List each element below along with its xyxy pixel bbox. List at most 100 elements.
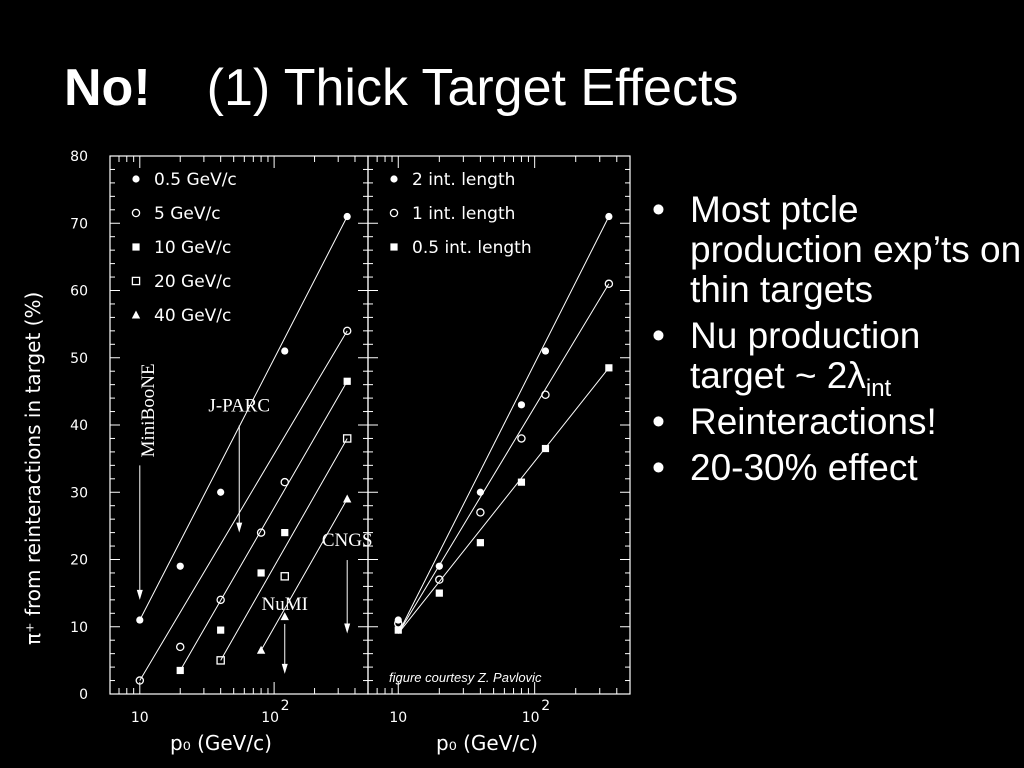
legend-marker bbox=[131, 310, 141, 319]
data-point bbox=[135, 676, 145, 685]
y-tick-label: 0 bbox=[79, 687, 88, 703]
data-point bbox=[257, 569, 265, 577]
data-point bbox=[281, 529, 289, 537]
legend-marker bbox=[132, 243, 140, 251]
figure-credit: figure courtesy Z. Pavlovic bbox=[389, 670, 542, 685]
left-panel-xlabel: p₀ (GeV/c) bbox=[170, 731, 272, 755]
data-point bbox=[256, 645, 266, 654]
right-panel-xlabel: p₀ (GeV/c) bbox=[436, 731, 538, 755]
data-point bbox=[280, 612, 289, 621]
bullet-text: 20-30% effect bbox=[690, 447, 918, 488]
data-point bbox=[476, 539, 484, 547]
data-point bbox=[435, 562, 443, 570]
title-emphasis: No! bbox=[64, 59, 151, 117]
fit-line bbox=[397, 216, 610, 634]
fit-line bbox=[179, 381, 348, 671]
y-tick-label: 40 bbox=[70, 418, 88, 434]
legend-label: 10 GeV/c bbox=[154, 238, 231, 258]
bullet-text: Nu production target ~ 2λ bbox=[690, 315, 921, 396]
data-point bbox=[176, 562, 184, 570]
x-tick-label: 10 bbox=[389, 710, 407, 726]
y-tick-label: 60 bbox=[70, 284, 88, 300]
data-point bbox=[343, 212, 351, 221]
left-panel-ylabel: π⁺ from reinteractions in target (%) bbox=[21, 292, 45, 645]
data-point bbox=[517, 478, 526, 486]
legend-label: 1 int. length bbox=[412, 204, 515, 224]
data-point bbox=[175, 642, 185, 652]
data-point bbox=[435, 575, 444, 584]
fit-line bbox=[397, 367, 610, 634]
legend-label: 5 GeV/c bbox=[154, 204, 221, 224]
legend-marker bbox=[390, 243, 398, 251]
annotation-label: CNGS bbox=[322, 530, 373, 551]
data-point bbox=[256, 528, 266, 537]
fit-line bbox=[397, 283, 610, 634]
y-tick-label: 10 bbox=[70, 620, 88, 636]
legend-label: 0.5 int. length bbox=[412, 238, 532, 258]
annotation-label: J-PARC bbox=[208, 396, 270, 417]
annotation-label: MiniBooNE bbox=[138, 363, 159, 457]
fit-line bbox=[139, 216, 348, 621]
y-tick-label: 70 bbox=[70, 216, 88, 232]
annotation-arrowhead bbox=[344, 623, 351, 634]
y-tick-label: 30 bbox=[70, 485, 88, 501]
x-tick-label: 10 bbox=[522, 710, 540, 726]
x-tick-exponent: 2 bbox=[281, 698, 290, 714]
fit-line bbox=[260, 498, 348, 651]
data-point bbox=[217, 488, 225, 496]
data-point bbox=[604, 279, 614, 289]
annotation-label: NuMI bbox=[262, 594, 308, 615]
data-point bbox=[476, 488, 484, 496]
legend-label: 20 GeV/c bbox=[154, 272, 231, 292]
slide-title: No! (1) Thick Target Effects bbox=[64, 62, 738, 114]
y-tick-label: 20 bbox=[70, 553, 88, 569]
data-point bbox=[517, 401, 526, 409]
data-point bbox=[217, 626, 225, 634]
legend-marker bbox=[132, 175, 140, 183]
legend-label: 2 int. length bbox=[412, 170, 515, 190]
bullet-item: 20-30% effect bbox=[652, 447, 1022, 489]
data-point bbox=[541, 390, 550, 399]
annotation-arrowhead bbox=[136, 589, 143, 600]
data-point bbox=[541, 444, 550, 453]
legend-marker bbox=[131, 276, 141, 286]
bullet-text: Most ptcle production exp’ts on thin tar… bbox=[690, 189, 1022, 310]
data-point bbox=[136, 616, 144, 624]
x-tick-label: 10 bbox=[131, 710, 149, 726]
right-panel-frame bbox=[367, 155, 631, 695]
data-point bbox=[605, 364, 613, 372]
fit-line bbox=[139, 330, 348, 681]
data-point bbox=[394, 626, 402, 634]
annotation-arrowhead bbox=[236, 522, 243, 533]
bullet-item: Nu production target ~ 2λint bbox=[652, 315, 1022, 401]
legend-marker bbox=[131, 208, 141, 218]
title-text: (1) Thick Target Effects bbox=[206, 59, 739, 117]
y-tick-label: 80 bbox=[70, 149, 88, 165]
data-point bbox=[281, 347, 289, 355]
data-point bbox=[216, 595, 225, 605]
annotation-arrowhead bbox=[281, 663, 288, 674]
bullet-list: Most ptcle production exp’ts on thin tar… bbox=[652, 190, 1022, 494]
bullet-item: Reinteractions! bbox=[652, 401, 1022, 443]
bullet-text: Reinteractions! bbox=[690, 401, 937, 442]
data-point bbox=[517, 434, 526, 443]
legend-label: 0.5 GeV/c bbox=[154, 170, 237, 190]
legend-marker bbox=[390, 175, 398, 183]
data-point bbox=[476, 508, 485, 517]
data-point bbox=[343, 377, 351, 385]
data-point bbox=[280, 572, 290, 581]
bullet-subscript: int bbox=[865, 375, 892, 402]
y-tick-label: 50 bbox=[70, 351, 88, 367]
data-point bbox=[342, 434, 352, 443]
bullet-item: Most ptcle production exp’ts on thin tar… bbox=[652, 190, 1022, 310]
data-point bbox=[176, 666, 184, 675]
legend-label: 40 GeV/c bbox=[154, 306, 231, 326]
x-tick-label: 10 bbox=[261, 710, 279, 726]
data-point bbox=[342, 494, 352, 503]
legend-marker bbox=[389, 208, 399, 218]
data-point bbox=[216, 656, 225, 665]
data-point bbox=[342, 326, 352, 336]
